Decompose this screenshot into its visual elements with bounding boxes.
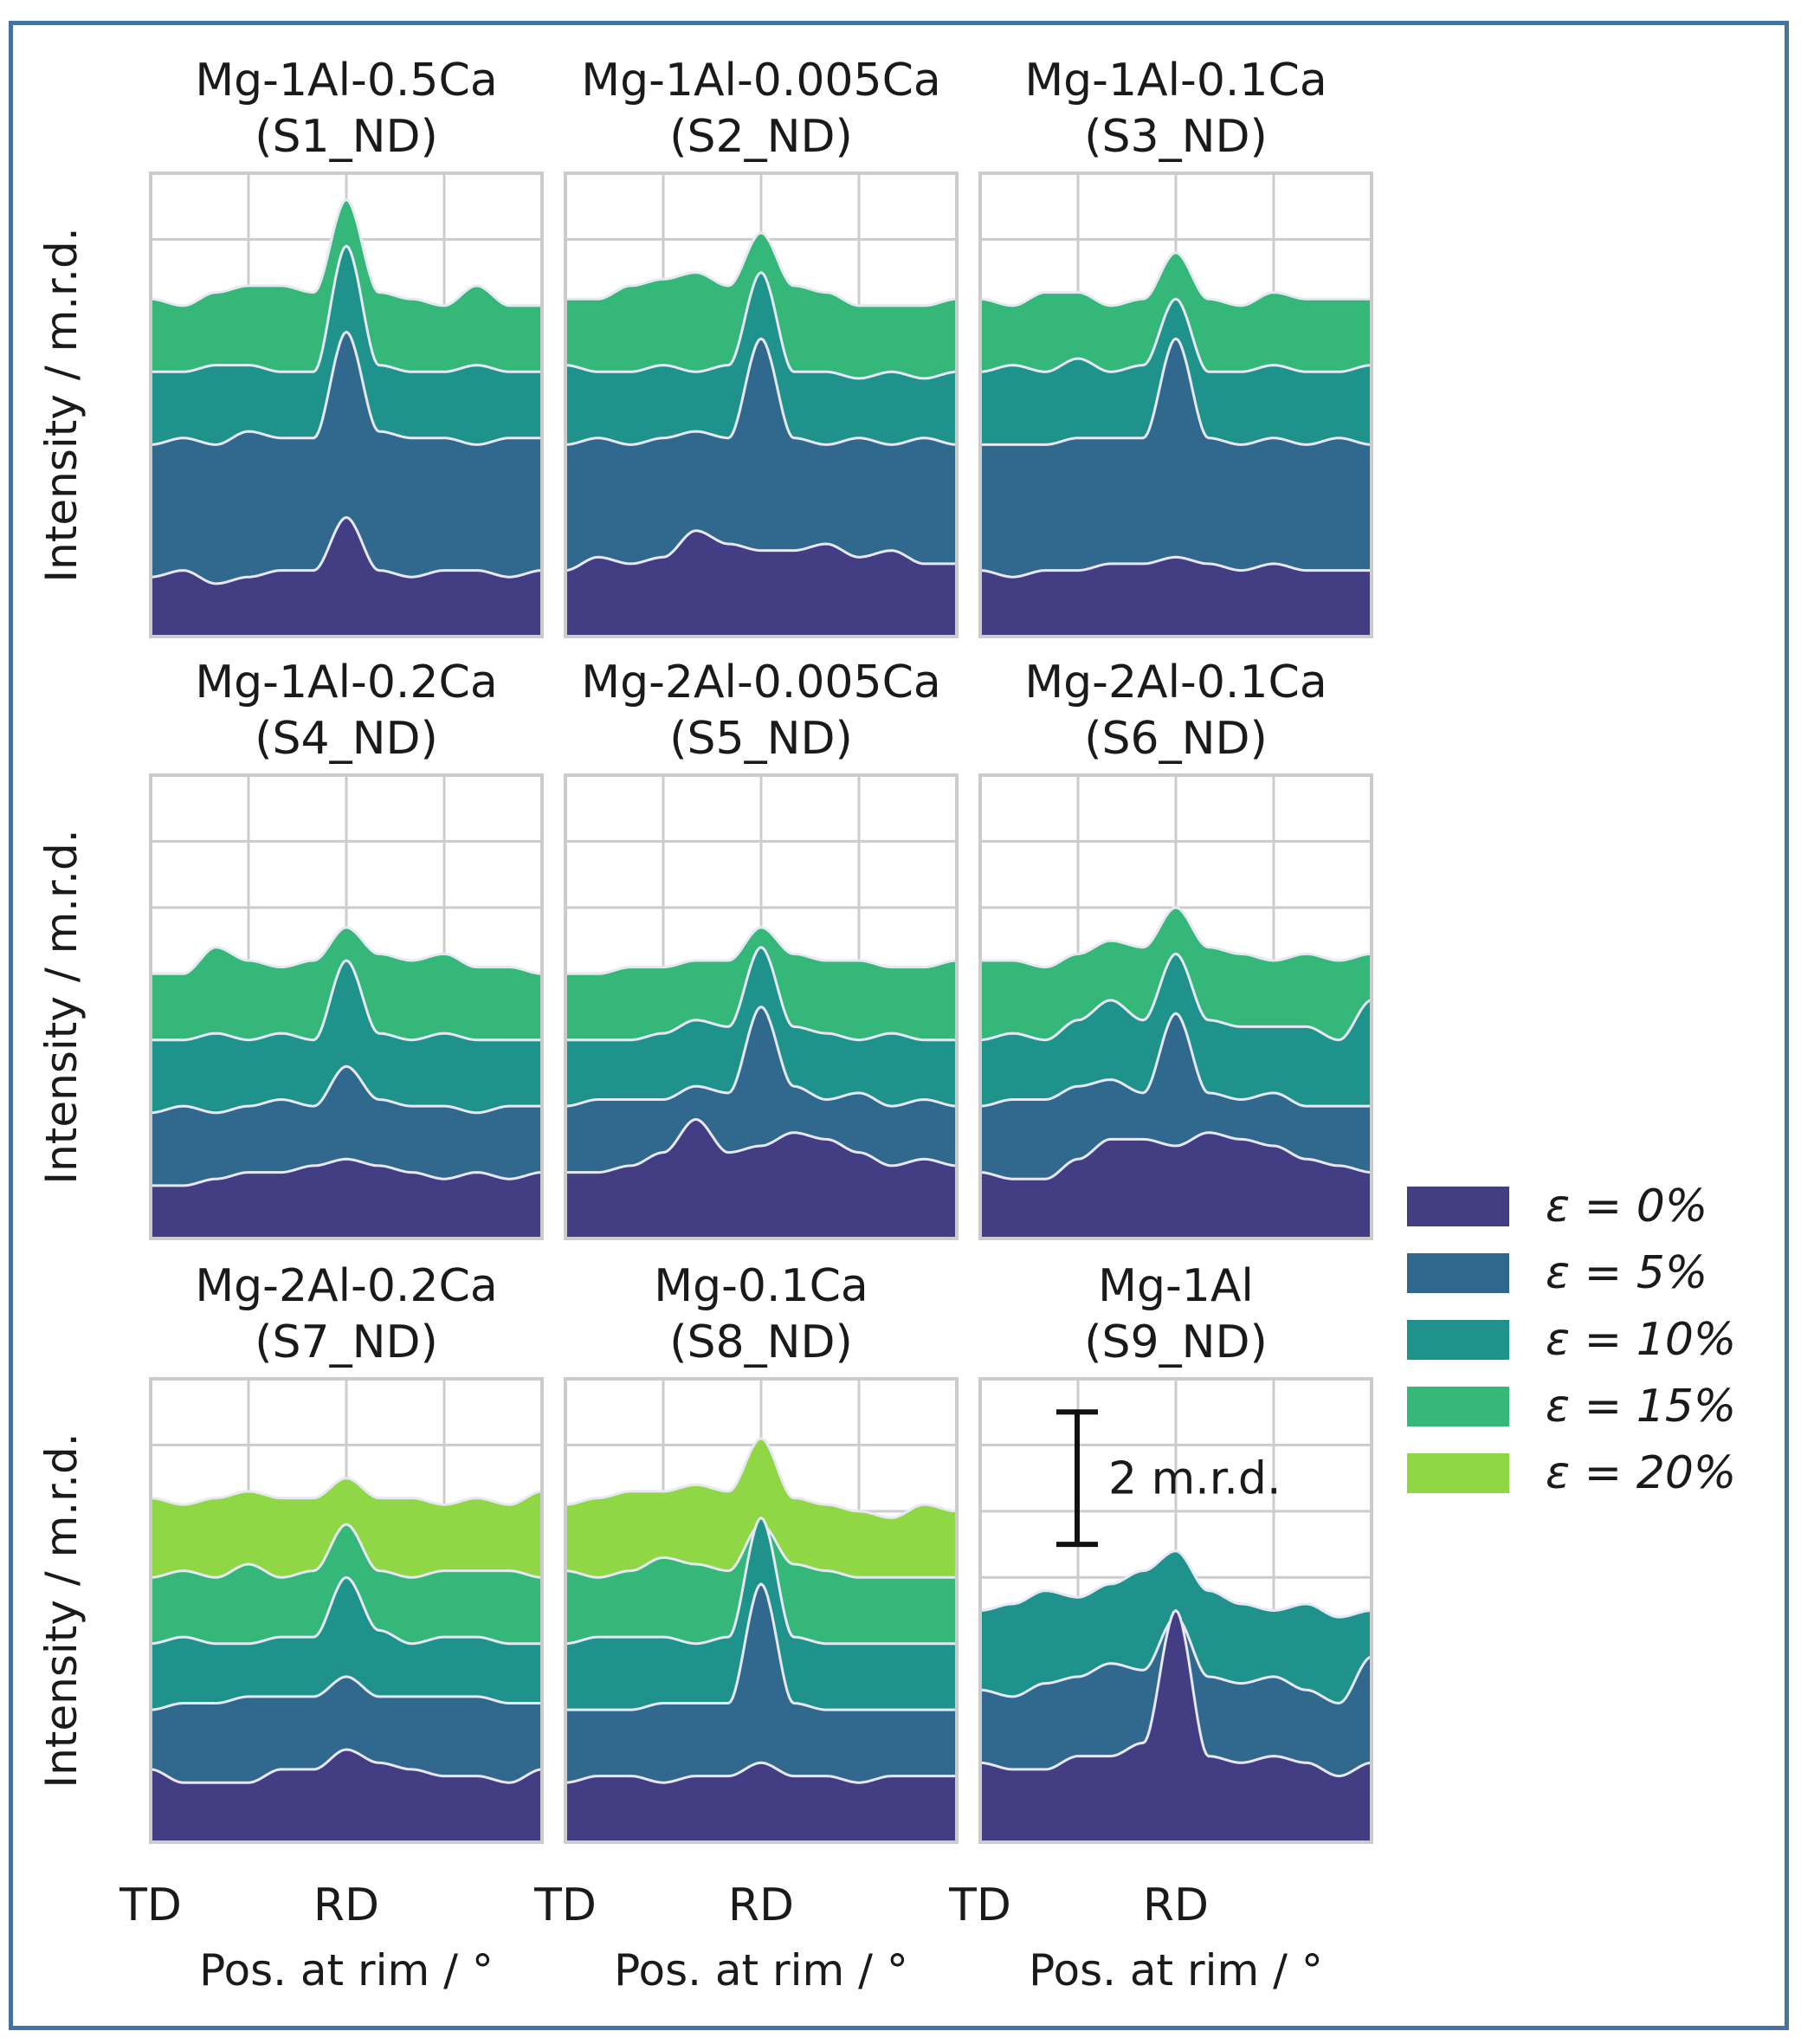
area-strain-0pct bbox=[564, 1761, 959, 1844]
panel-subtitle: (S2_ND) bbox=[669, 111, 853, 163]
panel-border bbox=[149, 773, 544, 1240]
y-axis-label: Intensity / m.r.d. bbox=[36, 227, 87, 582]
panel-title: Mg-2Al-0.1Ca bbox=[1024, 657, 1327, 708]
legend-label: ε = 10% bbox=[1546, 1314, 1736, 1366]
area-strain-0pct bbox=[564, 529, 959, 638]
panel-border bbox=[564, 1377, 959, 1844]
panel-title: Mg-1Al-0.2Ca bbox=[195, 657, 497, 708]
area-strain-0pct bbox=[978, 1131, 1373, 1240]
panel-2: Mg-1Al-0.005Ca(S2_ND) bbox=[564, 55, 959, 638]
panel-border bbox=[978, 171, 1373, 638]
panel-7: Mg-2Al-0.2Ca(S7_ND) Intensity / m.r.d. TD R… bbox=[36, 1260, 544, 1995]
panel-border bbox=[149, 1377, 544, 1844]
area-strain-0pct bbox=[149, 1748, 544, 1844]
legend-label: ε = 0% bbox=[1546, 1180, 1707, 1232]
panel-3: Mg-1Al-0.1Ca(S3_ND) bbox=[978, 55, 1373, 638]
panel-border bbox=[978, 773, 1373, 1240]
area-strain-0pct bbox=[978, 1608, 1373, 1844]
panel-border bbox=[564, 773, 959, 1240]
panel-title: Mg-0.1Ca bbox=[654, 1260, 868, 1312]
scale-bar: 2 m.r.d. bbox=[1056, 1409, 1281, 1548]
panel-title: Mg-2Al-0.005Ca bbox=[581, 657, 941, 708]
panel-9: Mg-1Al(S9_ND) TD RD Pos. at rim / ° 2 m.r.d. bbox=[948, 1260, 1373, 1995]
area-strain-0pct bbox=[564, 1117, 959, 1240]
x-tick-td: TD bbox=[119, 1879, 182, 1931]
x-axis-label: Pos. at rim / ° bbox=[199, 1945, 494, 1995]
x-tick-rd: RD bbox=[728, 1879, 794, 1931]
legend-label: ε = 20% bbox=[1546, 1447, 1736, 1499]
panel-subtitle: (S1_ND) bbox=[255, 111, 438, 163]
panel-8: Mg-0.1Ca(S8_ND) TD RD Pos. at rim / ° bbox=[533, 1260, 959, 1995]
panel-title: Mg-1Al-0.5Ca bbox=[195, 55, 497, 107]
x-tick-rd: RD bbox=[313, 1879, 379, 1931]
scale-bar-label: 2 m.r.d. bbox=[1108, 1453, 1281, 1505]
panel-border bbox=[149, 171, 544, 638]
x-tick-td: TD bbox=[948, 1879, 1011, 1931]
panel-title: Mg-1Al bbox=[1098, 1260, 1254, 1312]
panel-subtitle: (S8_ND) bbox=[669, 1316, 853, 1368]
x-axis-label: Pos. at rim / ° bbox=[1029, 1945, 1323, 1995]
legend-swatch bbox=[1407, 1453, 1509, 1493]
legend-swatch bbox=[1407, 1320, 1509, 1360]
area-strain-0pct bbox=[149, 515, 544, 638]
area-strain-5pct bbox=[149, 330, 544, 638]
panel-subtitle: (S5_ND) bbox=[669, 713, 853, 765]
x-axis-label: Pos. at rim / ° bbox=[614, 1945, 908, 1995]
legend-swatch bbox=[1407, 1387, 1509, 1426]
panel-subtitle: (S7_ND) bbox=[255, 1316, 438, 1368]
panel-subtitle: (S3_ND) bbox=[1084, 111, 1268, 163]
panel-title: Mg-2Al-0.2Ca bbox=[195, 1260, 497, 1312]
panel-1: Mg-1Al-0.5Ca(S1_ND) Intensity / m.r.d. bbox=[36, 55, 544, 638]
area-strain-0pct bbox=[149, 1157, 544, 1240]
legend-swatch bbox=[1407, 1187, 1509, 1226]
legend: ε = 0% ε = 5% ε = 10% ε = 15% ε = 20% bbox=[1407, 1180, 1736, 1499]
area-strain-5pct bbox=[564, 1582, 959, 1844]
panel-4: Mg-1Al-0.2Ca(S4_ND) Intensity / m.r.d. bbox=[36, 657, 544, 1240]
area-strain-0pct bbox=[978, 555, 1373, 638]
legend-label: ε = 15% bbox=[1546, 1381, 1736, 1433]
legend-swatch bbox=[1407, 1253, 1509, 1293]
panel-5: Mg-2Al-0.005Ca(S5_ND) bbox=[564, 657, 959, 1240]
panel-6: Mg-2Al-0.1Ca(S6_ND) bbox=[978, 657, 1373, 1240]
panel-subtitle: (S6_ND) bbox=[1084, 713, 1268, 765]
area-strain-5pct bbox=[978, 337, 1373, 638]
y-axis-label: Intensity / m.r.d. bbox=[36, 829, 87, 1184]
legend-label: ε = 5% bbox=[1546, 1247, 1707, 1299]
panel-border bbox=[978, 1377, 1373, 1844]
y-axis-label: Intensity / m.r.d. bbox=[36, 1433, 87, 1788]
x-tick-td: TD bbox=[533, 1879, 597, 1931]
panel-title: Mg-1Al-0.005Ca bbox=[581, 55, 941, 107]
panel-subtitle: (S4_ND) bbox=[255, 713, 438, 765]
panel-border bbox=[564, 171, 959, 638]
panel-title: Mg-1Al-0.1Ca bbox=[1024, 55, 1327, 107]
panel-subtitle: (S9_ND) bbox=[1084, 1316, 1268, 1368]
x-tick-rd: RD bbox=[1143, 1879, 1209, 1931]
